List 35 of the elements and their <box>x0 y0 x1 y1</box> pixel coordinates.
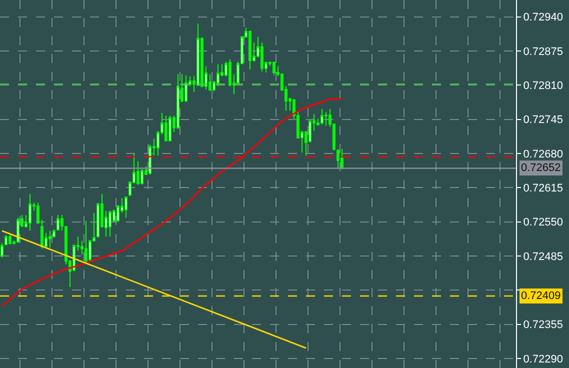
y-tick-label: 0.72875 <box>523 46 563 58</box>
candlestick <box>84 220 88 263</box>
y-tick-label: 0.72810 <box>523 80 563 92</box>
candlestick <box>248 30 252 70</box>
candlestick <box>168 115 172 142</box>
y-tick-label: 0.72355 <box>523 319 563 332</box>
candlestick <box>324 111 328 126</box>
candlestick <box>216 64 220 87</box>
ref-line-label: 0.72409 <box>521 290 561 302</box>
candlestick <box>40 219 44 250</box>
y-tick-label: 0.72680 <box>523 148 563 160</box>
candlestick <box>124 196 128 218</box>
candlestick <box>272 61 276 76</box>
candlestick <box>0 242 4 258</box>
y-tick-label: 0.72615 <box>523 182 563 195</box>
candlestick <box>320 108 324 126</box>
candlestick <box>164 115 168 142</box>
candlestick <box>340 148 344 169</box>
candlestick <box>108 210 112 238</box>
candlestick <box>176 74 180 130</box>
candlestick <box>16 217 20 244</box>
y-tick-label: 0.72550 <box>523 216 563 229</box>
y-tick-label: 0.72940 <box>523 12 563 24</box>
y-tick-label: 0.72745 <box>523 114 563 126</box>
y-tick-label: 0.72290 <box>523 353 563 366</box>
ref-line-label: 0.72652 <box>521 162 561 174</box>
candlestick <box>8 234 12 245</box>
candlestick <box>36 202 40 224</box>
candlestick <box>184 74 188 102</box>
y-tick-label: 0.72485 <box>523 250 563 263</box>
candlestick <box>336 148 340 169</box>
candlestick <box>48 230 52 248</box>
candlestick <box>4 234 8 246</box>
candlestick <box>28 193 32 232</box>
candlestick <box>56 214 60 232</box>
